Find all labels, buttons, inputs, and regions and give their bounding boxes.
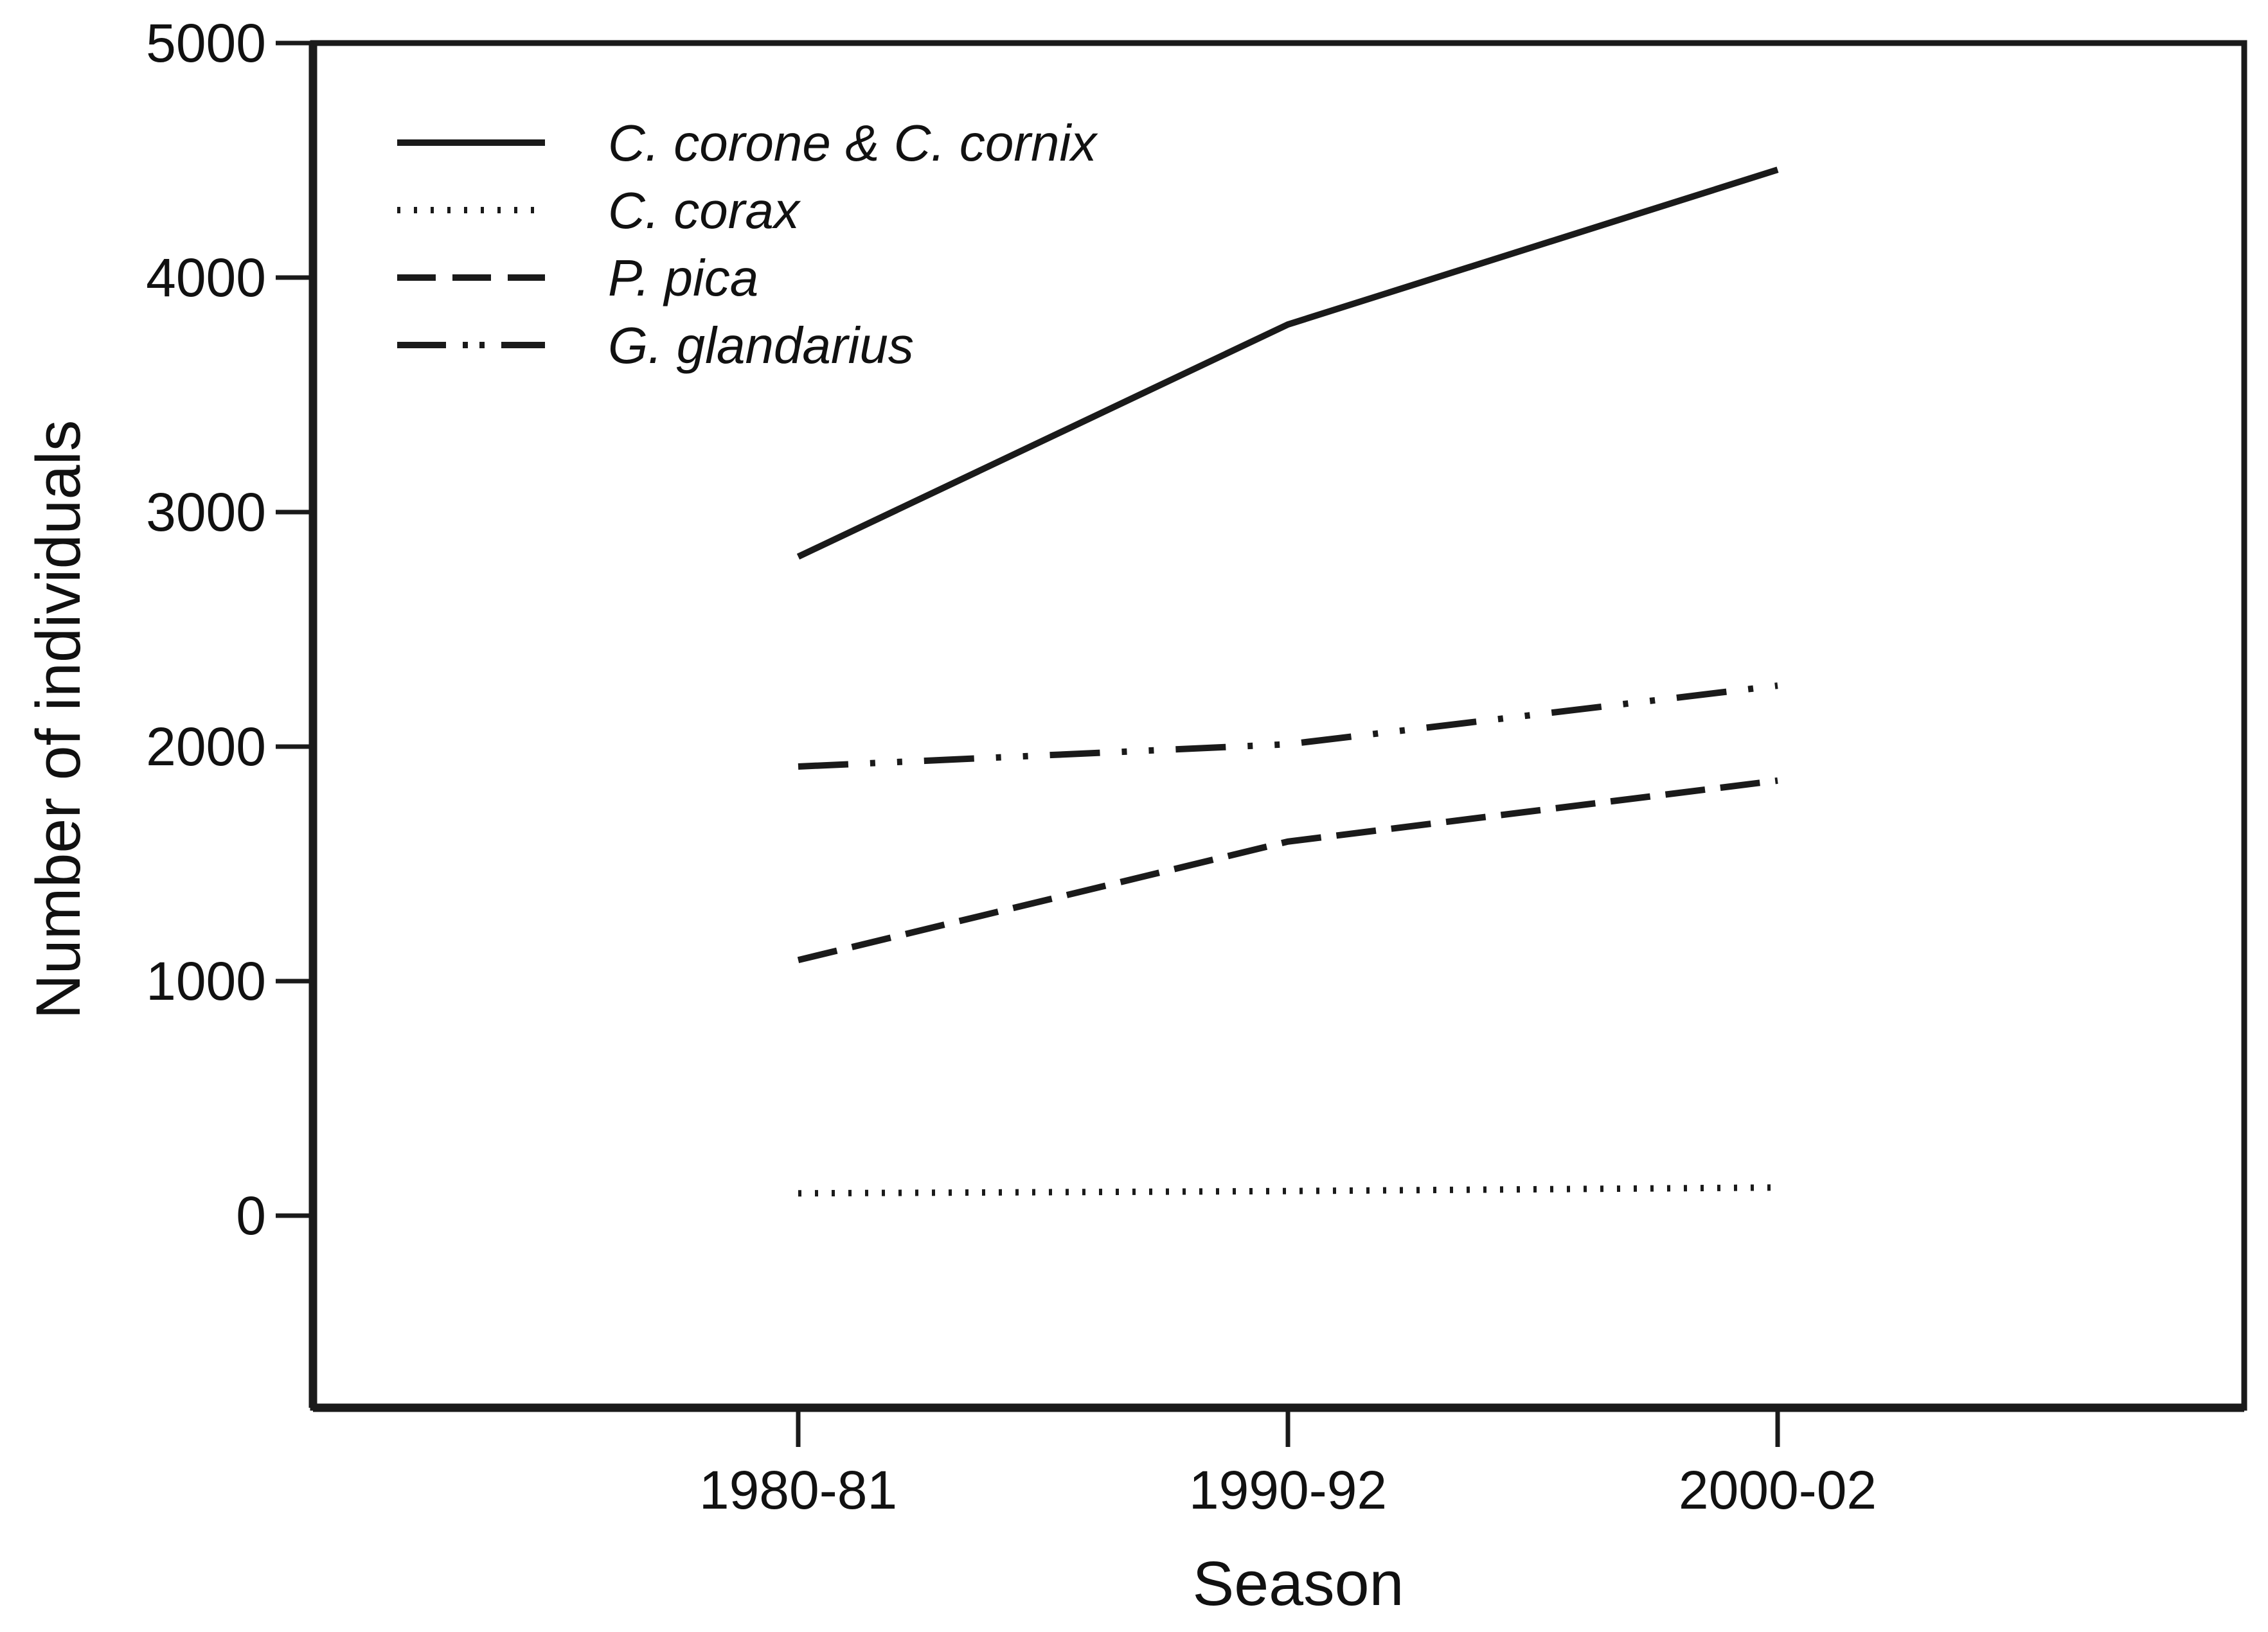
y-axis-title: Number of individuals <box>23 420 93 1020</box>
series-line-g-glandarius <box>798 682 1778 770</box>
legend-label: G. glandarius <box>608 317 914 374</box>
x-tick-label: 1990-92 <box>1189 1460 1387 1520</box>
legend-label: C. corax <box>608 182 801 239</box>
y-tick-label: 0 <box>236 1185 266 1246</box>
series-line-p-pica <box>797 777 1778 964</box>
x-axis-tick-labels: 1980-81 1990-92 2000-02 <box>699 1460 1877 1520</box>
y-tick-label: 3000 <box>146 482 266 542</box>
plot-border <box>310 40 2247 1411</box>
y-axis-tick-labels: 5000 4000 3000 2000 1000 0 <box>146 13 266 1246</box>
x-tick-label: 2000-02 <box>1679 1460 1877 1520</box>
x-axis-title: Season <box>1193 1548 1404 1619</box>
legend-item: P. pica <box>397 249 758 306</box>
y-tick-label: 2000 <box>146 716 266 777</box>
legend: C. corone & C. cornix C. corax P. pica G. g… <box>397 114 1098 374</box>
x-axis-ticks <box>796 1408 1780 1447</box>
legend-label: C. corone & C. cornix <box>608 114 1098 172</box>
x-tick-label: 1980-81 <box>699 1460 897 1520</box>
y-tick-label: 4000 <box>146 247 266 308</box>
series-line-c-corax <box>798 1184 1778 1197</box>
legend-item: C. corone & C. cornix <box>397 114 1098 172</box>
y-axis-ticks <box>276 40 313 1218</box>
y-tick-label: 5000 <box>146 13 266 73</box>
series-lines <box>796 166 1779 1197</box>
series-line-c-corone-c-cornix <box>796 166 1779 560</box>
legend-label: P. pica <box>608 249 758 306</box>
y-tick-label: 1000 <box>146 951 266 1011</box>
legend-item: C. corax <box>397 182 801 239</box>
legend-item: G. glandarius <box>397 317 914 374</box>
